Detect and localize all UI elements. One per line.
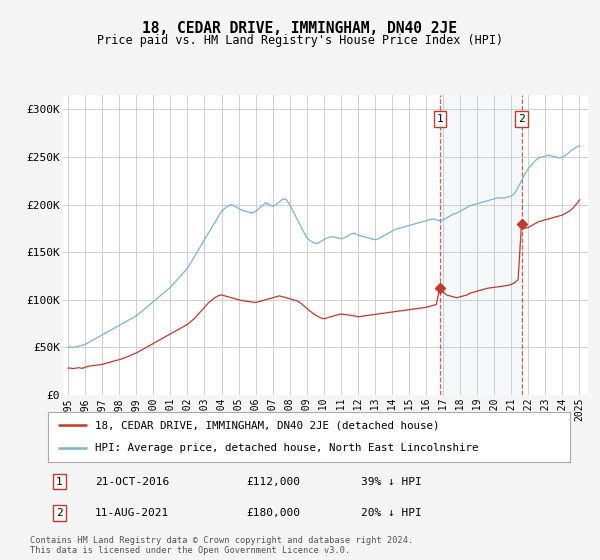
Text: HPI: Average price, detached house, North East Lincolnshire: HPI: Average price, detached house, Nort… xyxy=(95,444,478,454)
Text: 39% ↓ HPI: 39% ↓ HPI xyxy=(361,477,422,487)
Text: 11-AUG-2021: 11-AUG-2021 xyxy=(95,508,169,518)
Text: Price paid vs. HM Land Registry's House Price Index (HPI): Price paid vs. HM Land Registry's House … xyxy=(97,34,503,46)
Text: 21-OCT-2016: 21-OCT-2016 xyxy=(95,477,169,487)
Text: 1: 1 xyxy=(56,477,63,487)
Text: 20% ↓ HPI: 20% ↓ HPI xyxy=(361,508,422,518)
Text: Contains HM Land Registry data © Crown copyright and database right 2024.
This d: Contains HM Land Registry data © Crown c… xyxy=(30,536,413,556)
Text: £112,000: £112,000 xyxy=(247,477,301,487)
Text: £180,000: £180,000 xyxy=(247,508,301,518)
Text: 1: 1 xyxy=(436,114,443,124)
Text: 18, CEDAR DRIVE, IMMINGHAM, DN40 2JE: 18, CEDAR DRIVE, IMMINGHAM, DN40 2JE xyxy=(143,21,458,36)
Text: 2: 2 xyxy=(518,114,525,124)
Bar xyxy=(440,95,521,395)
Text: 18, CEDAR DRIVE, IMMINGHAM, DN40 2JE (detached house): 18, CEDAR DRIVE, IMMINGHAM, DN40 2JE (de… xyxy=(95,420,439,430)
Text: 2: 2 xyxy=(56,508,63,518)
